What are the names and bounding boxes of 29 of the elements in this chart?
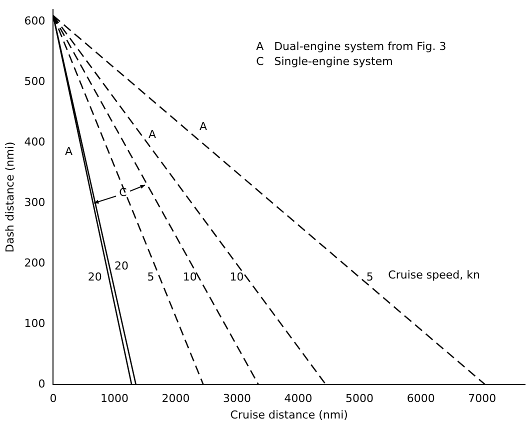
x-tick-label: 2000 [162, 392, 190, 406]
y-tick-label: 600 [24, 14, 46, 28]
y-tick-label: 100 [24, 316, 46, 330]
y-axis-title: Dash distance (nmi) [3, 142, 16, 253]
y-tick-label: 500 [24, 75, 46, 88]
x-tick-label: 1000 [100, 392, 128, 406]
series-label: 5 [366, 270, 374, 284]
x-tick-label: 4000 [284, 392, 312, 406]
x-tick-label: 7000 [468, 392, 496, 406]
x-tick-label: 3000 [223, 392, 252, 406]
x-tick-label: 6000 [406, 392, 435, 406]
annotation: A [65, 144, 73, 158]
annotation: A Dual-engine system from Fig. 3 [256, 40, 446, 53]
series-label: 5 [147, 270, 154, 284]
series-label: 20 [114, 259, 128, 272]
y-tick-label: 0 [38, 377, 46, 390]
x-tick-label: 0 [50, 392, 57, 406]
x-axis-title: Cruise distance (nmi) [230, 408, 348, 422]
series-label: 20 [88, 270, 102, 284]
y-tick-label: 200 [24, 256, 46, 270]
y-tick-label: 300 [24, 196, 46, 210]
y-tick-label: 400 [24, 136, 46, 149]
series-label: 10 [182, 270, 197, 284]
x-tick-label: 5000 [346, 392, 374, 406]
annotation: A [148, 128, 157, 142]
annotation: C Single-engine system [256, 54, 393, 68]
annotation: A [199, 120, 208, 133]
annotation: Cruise speed, kn [388, 268, 480, 282]
series-label: 10 [230, 270, 244, 284]
